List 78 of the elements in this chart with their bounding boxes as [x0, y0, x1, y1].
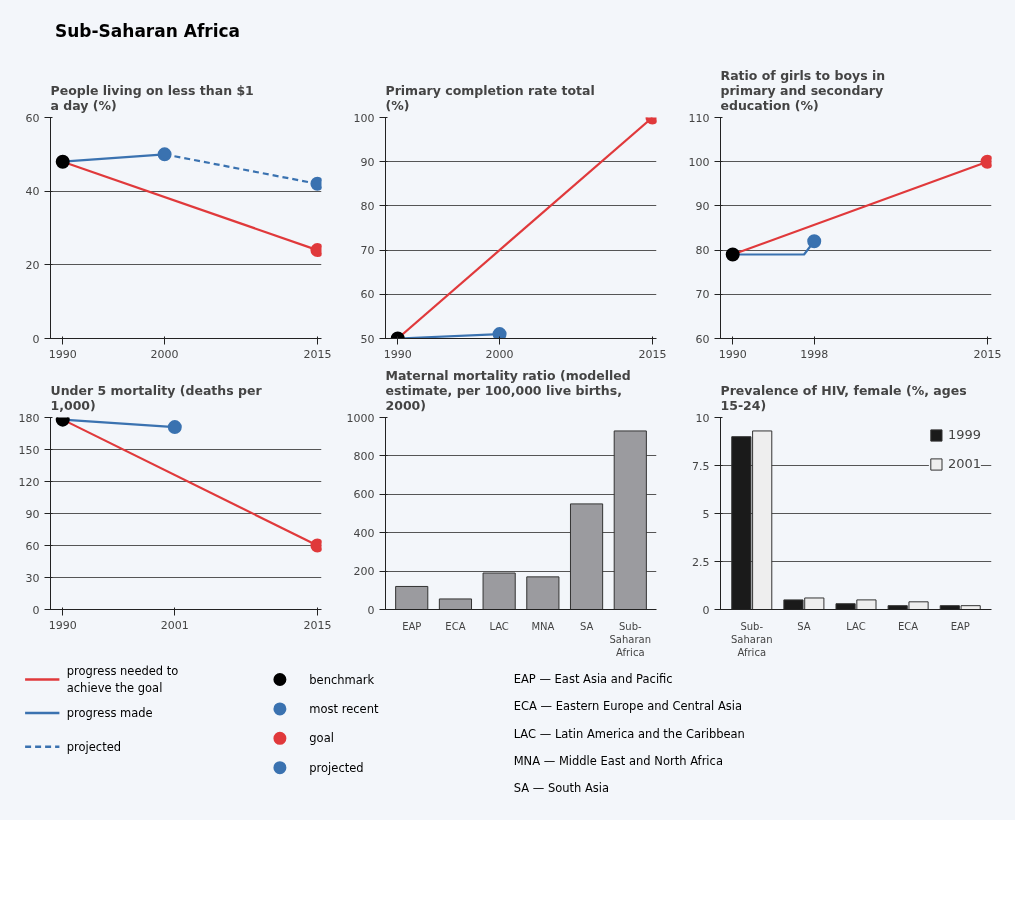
x-tick-label: 2015 [303, 618, 332, 632]
x-tick-label: 1990 [718, 347, 747, 361]
chart-title: Prevalence of HIV, female (%, ages 15-24) [720, 382, 967, 413]
chart-title: Primary completion rate total (%) [385, 82, 595, 113]
x-tick-label: LAC [846, 620, 866, 632]
y-tick-label: 100 [688, 155, 710, 169]
y-tick-label: 60 [25, 539, 40, 553]
text: ECA — Eastern Europe and Central Asia [513, 699, 743, 714]
x-tick-label: MNA [531, 620, 555, 632]
y-tick-label: 150 [18, 443, 40, 457]
chart-title: Under 5 mortality (deaths per 1,000) [50, 382, 263, 413]
y-tick-label: 0 [32, 332, 40, 346]
y-tick-label: 10 [695, 411, 710, 425]
text: SA — South Asia [513, 781, 610, 796]
y-tick-label: 60 [360, 288, 375, 302]
y-tick-label: 0 [702, 603, 710, 617]
text: EAP — East Asia and Pacific [513, 672, 673, 687]
text: Sub-Saharan Africa [55, 20, 241, 43]
x-tick-label: 2001 [160, 618, 189, 632]
y-tick-label: 70 [360, 244, 375, 258]
y-tick-label: 180 [18, 411, 40, 425]
y-tick-label: 7.5 [692, 459, 710, 473]
text: LAC — Latin America and the Caribbean [513, 726, 745, 741]
y-tick-label: 20 [25, 258, 40, 272]
legend-label: 1999 [947, 427, 981, 442]
x-tick-label: 1990 [48, 618, 77, 632]
y-tick-label: 1000 [346, 411, 375, 425]
text: MNA — Middle East and North Africa [513, 753, 723, 768]
y-tick-label: 80 [695, 244, 710, 258]
y-tick-label: 2.5 [692, 555, 710, 569]
x-tick-label: LAC [489, 620, 509, 632]
x-tick-label: 2000 [485, 347, 514, 361]
chart-title: Maternal mortality ratio (modelled estimate, per 100,000 live births, 2000) [385, 367, 631, 413]
x-tick-label: EAP [950, 620, 970, 632]
y-tick-label: 800 [353, 449, 375, 463]
x-tick-label: 2015 [638, 347, 667, 361]
y-tick-label: 30 [25, 571, 40, 585]
legend-label: progress needed to achieve the goal [66, 664, 179, 695]
y-tick-label: 110 [688, 111, 710, 125]
legend-label: progress made [66, 706, 153, 721]
legend-label: benchmark [309, 672, 375, 687]
y-tick-label: 600 [353, 488, 375, 502]
legend-label: 2001 [947, 456, 981, 471]
x-tick-label: 1990 [383, 347, 412, 361]
x-tick-label: ECA [898, 620, 919, 632]
y-tick-label: 80 [360, 199, 375, 213]
chart-title: Ratio of girls to boys in primary and secondary education (%) [720, 67, 886, 113]
y-tick-label: 0 [367, 603, 375, 617]
y-tick-label: 60 [25, 111, 40, 125]
y-tick-label: 400 [353, 526, 375, 540]
legend-label: goal [309, 731, 334, 746]
y-tick-label: 50 [360, 332, 375, 346]
y-tick-label: 70 [695, 288, 710, 302]
y-tick-label: 5 [702, 507, 710, 521]
y-tick-label: 90 [360, 155, 375, 169]
x-tick-label: EAP [402, 620, 422, 632]
x-tick-label: Sub-Saharan Africa [731, 620, 773, 658]
x-tick-label: SA [797, 620, 811, 632]
x-tick-label: ECA [445, 620, 466, 632]
x-tick-label: SA [579, 620, 594, 632]
x-tick-label: 2000 [150, 347, 179, 361]
chart-title: People living on less than $1 a day (%) [50, 82, 254, 113]
legend-label: most recent [309, 701, 379, 716]
y-tick-label: 90 [25, 507, 40, 521]
y-tick-label: 40 [25, 185, 40, 199]
legend-label: projected [66, 739, 122, 754]
y-tick-label: 200 [353, 565, 375, 579]
y-tick-label: 60 [695, 332, 710, 346]
x-tick-label: 1998 [800, 347, 829, 361]
y-tick-label: 120 [18, 475, 40, 489]
x-tick-label: 1990 [48, 347, 77, 361]
x-tick-label: 2015 [973, 347, 1002, 361]
legend-label: projected [309, 760, 364, 775]
x-tick-label: Sub-Saharan Africa [609, 620, 652, 658]
x-tick-label: 2015 [303, 347, 332, 361]
y-tick-label: 100 [353, 111, 375, 125]
y-tick-label: 0 [32, 603, 40, 617]
y-tick-label: 90 [695, 199, 710, 213]
